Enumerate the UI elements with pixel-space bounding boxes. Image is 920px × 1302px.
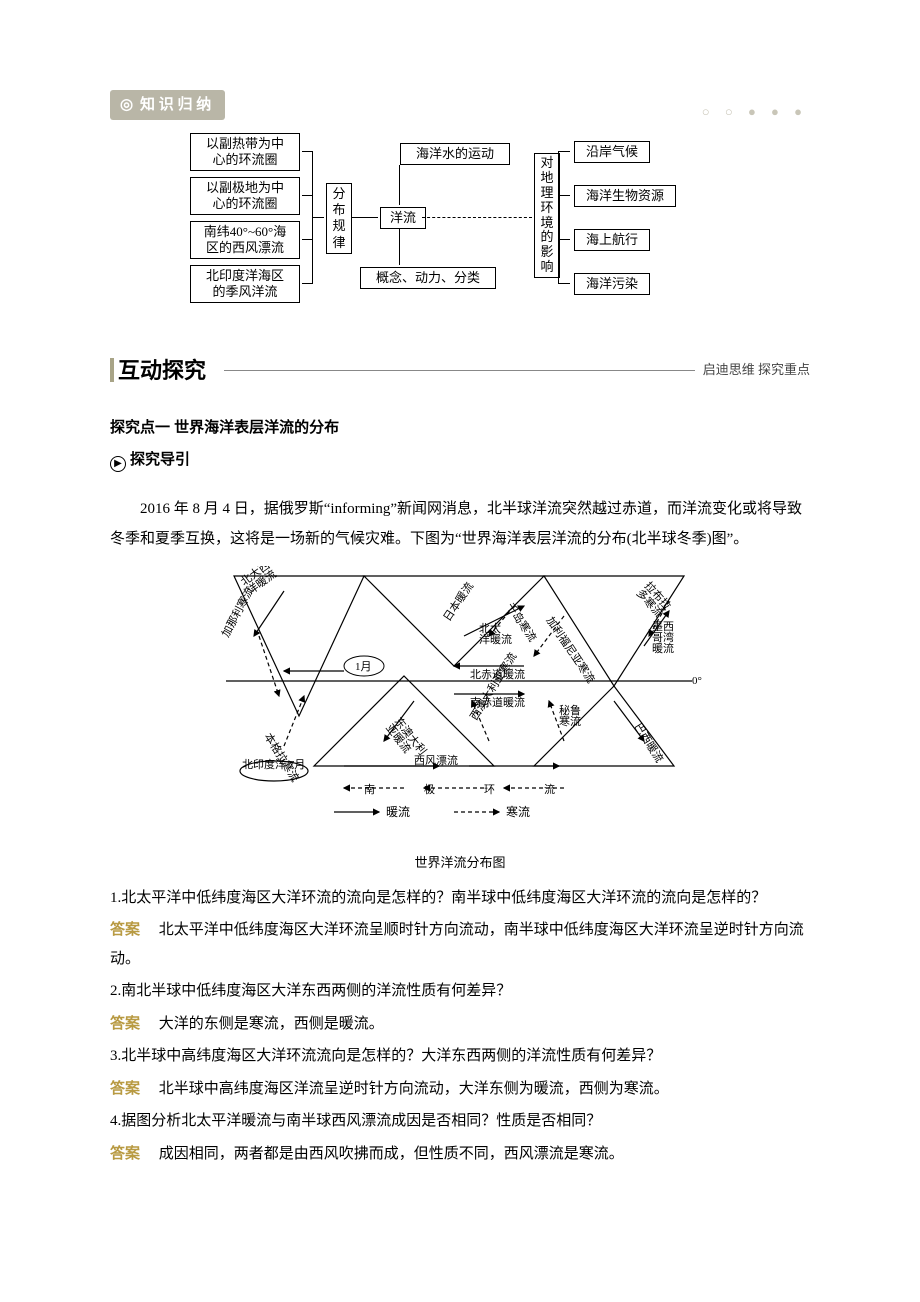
answer-label: 答案 bbox=[110, 921, 140, 938]
hudong-header: 互动探究 启迪思维 探究重点 bbox=[110, 353, 810, 388]
qa-block: 1.北太平洋中低纬度海区大洋环流的流向是怎样的？南半球中低纬度海区大洋环流的流向… bbox=[110, 884, 810, 1169]
figure2-caption: 世界洋流分布图 bbox=[110, 853, 810, 874]
play-icon: ▶ bbox=[110, 456, 126, 472]
node-seasonal: 北印度洋海区 的季风洋流 bbox=[190, 265, 300, 304]
svg-text:极: 极 bbox=[424, 782, 435, 796]
daoyin-row: ▶ 探究导引 bbox=[110, 448, 810, 472]
a3-text: 北半球中高纬度海区洋流呈逆时针方向流动，大洋东侧为暖流，西侧为寒流。 bbox=[159, 1081, 669, 1097]
svg-text:西澳大利亚寒流: 西澳大利亚寒流 bbox=[467, 650, 520, 723]
topic1-heading: 探究点一 世界海洋表层洋流的分布 bbox=[110, 416, 810, 440]
currents-svg: 北大西洋暖流 加那利寒流 本格拉寒流 北印度洋 7月 1月 北太洋暖流 千岛寒流… bbox=[214, 566, 706, 841]
hudong-title: 互动探究 bbox=[118, 353, 206, 388]
svg-text:北太洋暖流: 北太洋暖流 bbox=[479, 622, 512, 646]
node-climate: 沿岸气候 bbox=[574, 141, 650, 163]
node-bio: 海洋生物资源 bbox=[574, 185, 676, 207]
intro-paragraph: 2016 年 8 月 4 日，据俄罗斯“informing”新闻网消息，北半球洋… bbox=[110, 494, 810, 554]
svg-text:秘鲁寒流: 秘鲁寒流 bbox=[559, 703, 581, 728]
answer-label: 答案 bbox=[110, 1145, 140, 1162]
concept-map: 以副热带为中 心的环流圈 以副极地为中 心的环流圈 南纬40°~60°海 区的西… bbox=[190, 133, 730, 323]
a2: 答案 大洋的东侧是寒流，西侧是暖流。 bbox=[110, 1010, 810, 1039]
svg-text:西风漂流: 西风漂流 bbox=[414, 753, 458, 767]
world-currents-figure: 北大西洋暖流 加那利寒流 本格拉寒流 北印度洋 7月 1月 北太洋暖流 千岛寒流… bbox=[214, 566, 706, 849]
hudong-subtitle: 启迪思维 探究重点 bbox=[703, 360, 810, 381]
svg-text:日本暖流: 日本暖流 bbox=[440, 579, 476, 623]
svg-text:寒流: 寒流 bbox=[506, 804, 530, 819]
node-effect-spine: 对 地 理 环 境 的 影 响 bbox=[534, 153, 560, 279]
q1: 1.北太平洋中低纬度海区大洋环流的流向是怎样的？南半球中低纬度海区大洋环流的流向… bbox=[110, 884, 810, 913]
node-subtrop: 以副热带为中 心的环流圈 bbox=[190, 133, 300, 172]
q2: 2.南北半球中低纬度海区大洋东西两侧的洋流性质有何差异？ bbox=[110, 977, 810, 1006]
svg-text:流: 流 bbox=[544, 782, 555, 796]
svg-text:加利福尼亚寒流: 加利福尼亚寒流 bbox=[544, 614, 599, 686]
svg-text:北印度洋 7月: 北印度洋 7月 bbox=[242, 757, 305, 771]
node-nav: 海上航行 bbox=[574, 229, 650, 251]
node-distribution: 分 布 规 律 bbox=[326, 183, 352, 254]
svg-text:1月: 1月 bbox=[355, 661, 372, 673]
answer-label: 答案 bbox=[110, 1015, 140, 1032]
node-subpolar: 以副极地为中 心的环流圈 bbox=[190, 177, 300, 216]
a1: 答案 北太平洋中低纬度海区大洋环流呈顺时针方向流动，南半球中低纬度海区大洋环流呈… bbox=[110, 916, 810, 973]
a3: 答案 北半球中高纬度海区洋流呈逆时针方向流动，大洋东侧为暖流，西侧为寒流。 bbox=[110, 1075, 810, 1104]
svg-text:环: 环 bbox=[484, 784, 495, 796]
node-pollution: 海洋污染 bbox=[574, 273, 650, 295]
page: 知 识 归 纳 ○ ○ ● ● ● 以副热带为中 心的环流圈 以副极地为中 心的… bbox=[0, 0, 920, 1232]
svg-text:暖流: 暖流 bbox=[386, 805, 410, 819]
q4: 4.据图分析北太平洋暖流与南半球西风漂流成因是否相同？性质是否相同？ bbox=[110, 1107, 810, 1136]
pill-knowledge: 知 识 归 纳 bbox=[110, 90, 225, 120]
hudong-bar bbox=[110, 358, 114, 382]
svg-text:南: 南 bbox=[364, 783, 375, 796]
svg-text:0°: 0° bbox=[692, 675, 702, 687]
a4: 答案 成因相同，两者都是由西风吹拂而成，但性质不同，西风漂流是寒流。 bbox=[110, 1140, 810, 1169]
daoyin-label: 探究导引 bbox=[130, 448, 190, 472]
svg-text:拉布拉多寒流: 拉布拉多寒流 bbox=[634, 579, 675, 620]
a2-text: 大洋的东侧是寒流，西侧是暖流。 bbox=[159, 1016, 384, 1032]
node-concepts: 概念、动力、分类 bbox=[360, 267, 496, 289]
node-westwind: 南纬40°~60°海 区的西风漂流 bbox=[190, 221, 300, 260]
q3: 3.北半球中高纬度海区大洋环流流向是怎样的？大洋东西两侧的洋流性质有何差异？ bbox=[110, 1042, 810, 1071]
svg-text:巴西暖流: 巴西暖流 bbox=[631, 720, 666, 765]
answer-label: 答案 bbox=[110, 1080, 140, 1097]
a1-text: 北太平洋中低纬度海区大洋环流呈顺时针方向流动，南半球中低纬度海区大洋环流呈逆时针… bbox=[110, 922, 804, 967]
svg-text:本格拉寒流: 本格拉寒流 bbox=[261, 730, 302, 784]
hudong-line bbox=[224, 370, 695, 371]
a4-text: 成因相同，两者都是由西风吹拂而成，但性质不同，西风漂流是寒流。 bbox=[159, 1146, 624, 1162]
svg-text:墨西哥湾暖流: 墨西哥湾暖流 bbox=[652, 620, 674, 655]
node-motion: 海洋水的运动 bbox=[400, 143, 510, 165]
node-currents: 洋流 bbox=[380, 207, 426, 229]
